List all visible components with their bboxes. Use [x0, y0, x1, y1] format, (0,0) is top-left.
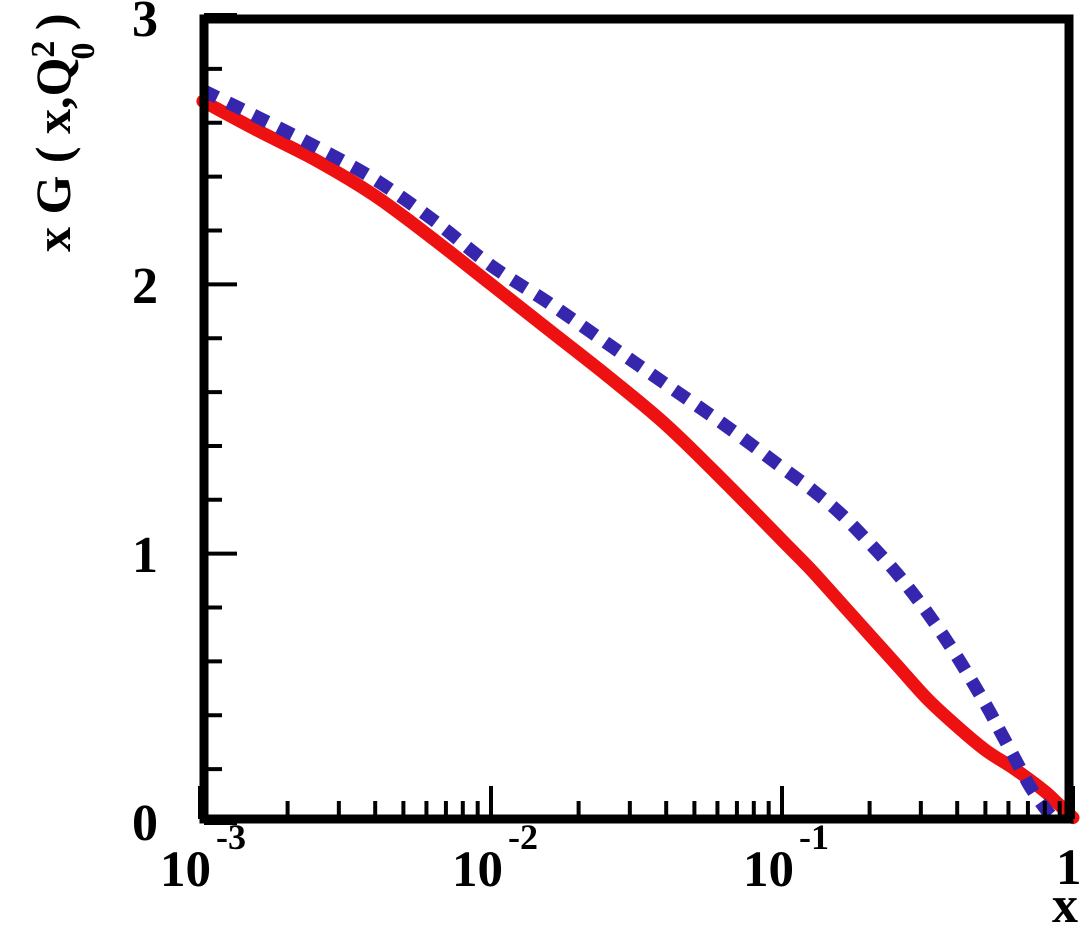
y-tick-label-1: 1 — [132, 527, 158, 584]
plot-frame — [199, 14, 1074, 824]
x-axis-title: x — [1052, 877, 1078, 926]
y-axis-title: x G ( x,Q20 ) — [25, 13, 102, 252]
y-tick-label-2: 2 — [132, 258, 158, 315]
curves-layer — [196, 84, 1080, 825]
x-tick-label-1e-1: 10-1 — [743, 817, 829, 898]
xG-solid-red-curve — [196, 94, 1080, 825]
ticks-layer — [198, 13, 1075, 825]
y-tick-label-3: 3 — [132, 0, 158, 48]
x-tick-label-1: 1 — [1056, 840, 1081, 896]
x-tick-label-1e-2: 10-2 — [452, 817, 538, 898]
y-tick-label-0: 0 — [132, 795, 158, 852]
x-tick-label-1e-3: 10-3 — [160, 817, 246, 898]
xG-dashed-blue-curve — [200, 84, 1058, 822]
